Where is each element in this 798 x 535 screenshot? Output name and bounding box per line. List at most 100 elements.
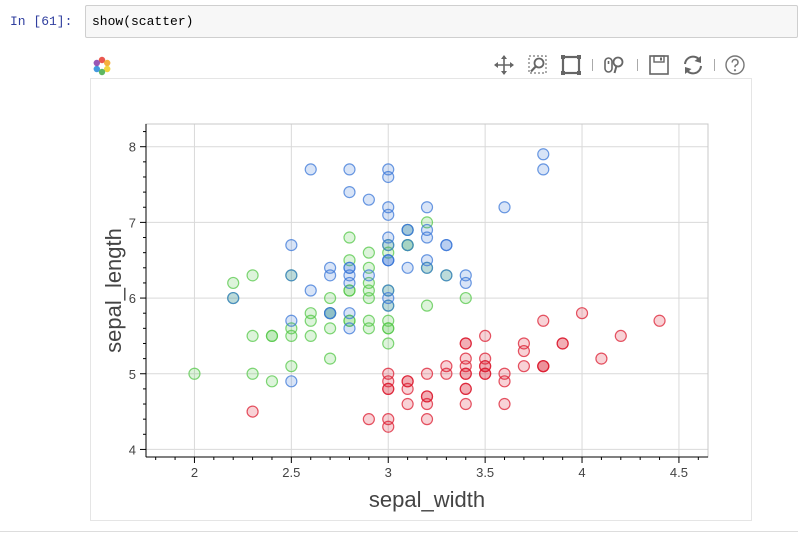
- scatter-point: [227, 276, 240, 290]
- scatter-point: [227, 291, 240, 305]
- scatter-point: [459, 382, 472, 395]
- y-axis-label: sepal_length: [101, 228, 126, 353]
- scatter-point: [459, 276, 472, 290]
- scatter-point: [401, 223, 414, 237]
- scatter-point: [537, 148, 550, 161]
- scatter-point: [265, 329, 279, 343]
- scatter-point: [595, 352, 608, 365]
- grid-lines: [146, 124, 708, 457]
- scatter-point: [246, 269, 259, 282]
- box-zoom-tool-icon[interactable]: [526, 53, 550, 77]
- scatter-point: [285, 329, 298, 343]
- resize-tool-icon[interactable]: [559, 53, 583, 77]
- scatter-point: [246, 405, 259, 418]
- scatter-point: [537, 163, 550, 176]
- y-tick-label: 5: [129, 367, 136, 382]
- x-tick-label: 3: [385, 465, 392, 480]
- scatter-point: [459, 291, 472, 305]
- scatter-point: [343, 231, 356, 244]
- pan-tool-icon[interactable]: [492, 53, 516, 77]
- reset-tool-icon[interactable]: [681, 53, 705, 77]
- scatter-point: [556, 337, 569, 350]
- scatter-point: [382, 413, 395, 426]
- scatter-point: [420, 413, 434, 426]
- scatter-point: [517, 344, 530, 358]
- scatter-point: [459, 397, 472, 411]
- y-tick-label: 4: [129, 442, 136, 457]
- scatter-point: [324, 322, 337, 335]
- scatter-point: [420, 201, 434, 214]
- scatter-point: [537, 360, 550, 373]
- x-axis-label: sepal_width: [369, 487, 485, 512]
- scatter-point: [343, 269, 356, 282]
- scatter-point: [246, 367, 259, 380]
- scatter-point: [382, 201, 395, 214]
- scatter-point: [285, 269, 298, 282]
- scatter-point: [479, 352, 492, 365]
- scatter-point: [498, 375, 511, 388]
- x-tick-label: 2: [191, 465, 198, 480]
- scatter-point: [420, 231, 434, 244]
- scatter-point: [285, 360, 298, 373]
- scatter-point: [420, 261, 434, 274]
- cell-divider: [0, 531, 798, 532]
- scatter-point: [362, 193, 375, 206]
- scatter-point: [362, 269, 375, 282]
- cell-prompt: In [61]:: [10, 14, 73, 29]
- y-axis: 4 5 6 7 8: [129, 124, 147, 457]
- y-tick-label: 8: [129, 140, 136, 155]
- toolbar-separator: [637, 59, 638, 71]
- scatter-point: [304, 284, 317, 297]
- x-tick-label: 2.5: [282, 465, 300, 480]
- help-tool-icon[interactable]: [723, 53, 747, 77]
- x-tick-label: 3.5: [476, 465, 494, 480]
- scatter-point: [343, 163, 356, 176]
- scatter-point: [324, 269, 337, 282]
- y-tick-label: 6: [129, 291, 136, 306]
- scatter-point: [459, 337, 472, 350]
- scatter-point: [653, 314, 666, 327]
- scatter-point: [285, 238, 298, 252]
- scatter-point: [479, 329, 492, 343]
- wheel-zoom-tool-icon[interactable]: [602, 53, 626, 77]
- scatter-point: [537, 314, 550, 327]
- scatter-point: [479, 367, 492, 380]
- scatter-points: [188, 148, 666, 433]
- x-tick-label: 4: [578, 465, 585, 480]
- scatter-point: [246, 329, 259, 343]
- scatter-point: [614, 329, 627, 343]
- scatter-point: [362, 413, 375, 426]
- code-cell-input[interactable]: show(scatter): [85, 5, 798, 38]
- scatter-point: [188, 367, 201, 380]
- scatter-point: [420, 397, 434, 411]
- scatter-point: [382, 254, 395, 267]
- scatter-point: [575, 307, 589, 320]
- scatter-point: [382, 238, 395, 252]
- scatter-point: [401, 375, 414, 388]
- x-axis: 2 2.5 3 3.5 4 4.5: [146, 456, 708, 480]
- save-tool-icon[interactable]: [647, 53, 671, 77]
- x-tick-label: 4.5: [670, 465, 688, 480]
- scatter-point: [362, 291, 375, 305]
- scatter-point: [382, 367, 395, 380]
- scatter-point: [382, 314, 395, 327]
- scatter-point: [304, 163, 317, 176]
- plot-canvas[interactable]: 4 5 6 7 8 2 2.5 3 3.5 4 4.5 sepal_width sepal_len…: [90, 78, 752, 521]
- scatter-point: [343, 307, 356, 320]
- scatter-point: [440, 367, 453, 380]
- toolbar-separator: [714, 59, 715, 71]
- scatter-point: [498, 201, 511, 214]
- scatter-point: [498, 397, 511, 411]
- scatter-point: [382, 337, 395, 350]
- scatter-point: [285, 314, 298, 327]
- scatter-point: [401, 261, 414, 274]
- scatter-point: [401, 397, 414, 411]
- scatter-point: [382, 382, 395, 395]
- scatter-point: [420, 299, 434, 312]
- scatter-point: [324, 307, 337, 320]
- scatter-point: [304, 307, 317, 320]
- scatter-point: [285, 375, 298, 388]
- scatter-point: [324, 291, 337, 305]
- scatter-point: [362, 314, 375, 327]
- toolbar-separator: [592, 59, 593, 71]
